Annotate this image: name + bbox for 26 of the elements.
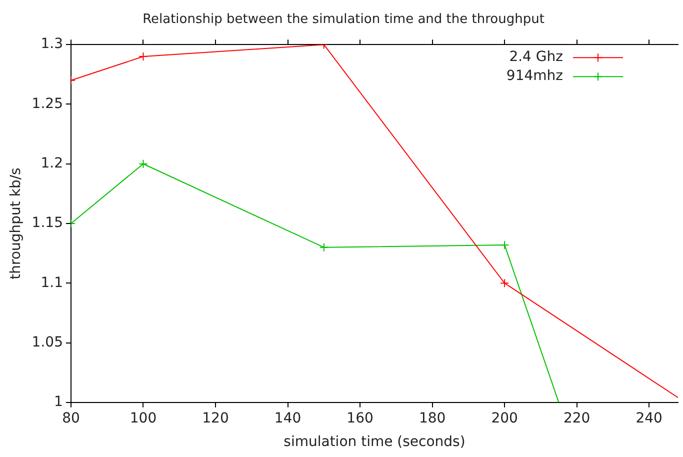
x-tick-label: 160 bbox=[346, 410, 374, 426]
x-tick-label: 220 bbox=[563, 410, 590, 426]
x-tick-label: 200 bbox=[491, 410, 518, 426]
y-tick-label: 1.05 bbox=[32, 334, 63, 350]
point bbox=[319, 242, 328, 252]
x-tick-label: 100 bbox=[130, 410, 157, 426]
x-tick-label: 140 bbox=[274, 410, 302, 426]
y-tick-label: 1.15 bbox=[32, 215, 63, 232]
point bbox=[138, 52, 148, 62]
y-tick-label: 1.3 bbox=[40, 36, 63, 52]
legend-label: 2.4 Ghz bbox=[509, 49, 563, 66]
chart-title: Relationship between the simulation time and the throughput bbox=[142, 12, 544, 28]
y-tick-label: 1 bbox=[54, 394, 63, 410]
x-tick-label: 120 bbox=[202, 410, 229, 426]
y-axis-title: throughput kb/s bbox=[8, 168, 24, 280]
y-tick-label: 1.1 bbox=[40, 274, 63, 291]
y-tick-label: 1.2 bbox=[40, 156, 63, 172]
y-tick-label: 1.25 bbox=[32, 96, 63, 112]
x-tick-label: 80 bbox=[62, 410, 80, 426]
x-tick-label: 240 bbox=[636, 410, 662, 426]
x-tick-label: 180 bbox=[418, 410, 446, 426]
x-axis-title: simulation time (seconds) bbox=[284, 434, 466, 450]
point bbox=[500, 240, 510, 250]
point bbox=[138, 159, 148, 168]
legend-label: 914mhz bbox=[506, 68, 563, 84]
point bbox=[500, 278, 510, 288]
